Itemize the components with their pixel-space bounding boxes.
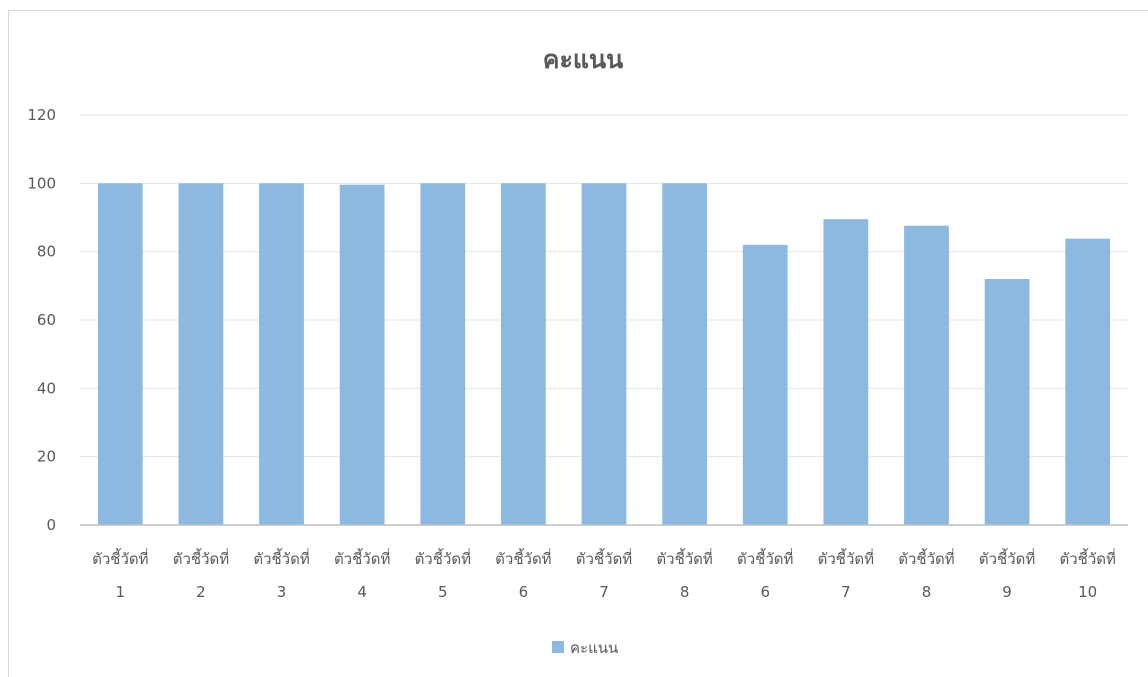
x-tick-label: ตัวชี้วัดที่ [1059, 548, 1115, 568]
y-axis-ticks: 0 20 40 60 80 100 120 [27, 106, 56, 534]
x-tick-label-number: 5 [438, 583, 448, 601]
x-axis-categories: ตัวชี้วัดที่ 1 ตัวชี้วัดที่ 2 ตัวชี้วัดที่ 3 ต… [92, 548, 1116, 601]
bar [97, 183, 143, 526]
x-tick-label-number: 10 [1078, 583, 1097, 601]
x-tick-label-number: 4 [357, 583, 367, 601]
x-tick-label: ตัวชี้วัดที่ [92, 548, 148, 568]
x-tick-label-number: 7 [599, 583, 609, 601]
x-tick-label: ตัวชี้วัดที่ [576, 548, 632, 568]
x-tick-label: ตัวชี้วัดที่ [656, 548, 712, 568]
y-tick-label: 60 [37, 311, 56, 329]
bar [1065, 238, 1111, 525]
x-tick-label-number: 1 [116, 583, 126, 601]
x-tick-label-number: 9 [1002, 583, 1012, 601]
bar [742, 244, 788, 526]
x-tick-label: ตัวชี้วัดที่ [415, 548, 471, 568]
bar [984, 279, 1030, 525]
y-tick-label: 20 [37, 448, 56, 466]
x-tick-label: ตัวชี้วัดที่ [818, 548, 874, 568]
y-tick-label: 120 [27, 106, 56, 124]
x-tick-label: ตัวชี้วัดที่ [253, 548, 309, 568]
x-tick-label-number: 3 [277, 583, 287, 601]
y-tick-label: 100 [27, 174, 56, 192]
x-tick-label: ตัวชี้วัดที่ [173, 548, 229, 568]
x-tick-label-number: 8 [680, 583, 690, 601]
y-tick-label: 40 [37, 379, 56, 397]
chart-title: คะแนน [543, 45, 623, 74]
bar [662, 183, 707, 526]
legend: คะแนน [552, 639, 618, 657]
bar [904, 225, 949, 525]
x-tick-label-number: 8 [922, 583, 932, 601]
bar [178, 183, 224, 526]
x-tick-label: ตัวชี้วัดที่ [495, 548, 551, 568]
bar [581, 183, 627, 526]
x-tick-label: ตัวชี้วัดที่ [334, 548, 390, 568]
bar [823, 219, 869, 526]
bar [501, 183, 546, 526]
y-tick-label: 80 [37, 243, 56, 261]
x-tick-label: ตัวชี้วัดที่ [898, 548, 954, 568]
legend-label: คะแนน [570, 639, 618, 657]
bar [259, 183, 304, 526]
x-tick-label-number: 7 [841, 583, 851, 601]
legend-swatch [552, 641, 564, 653]
bar [339, 184, 385, 525]
bar [420, 183, 466, 526]
x-tick-label-number: 6 [519, 583, 529, 601]
x-tick-label: ตัวชี้วัดที่ [979, 548, 1035, 568]
x-tick-label-number: 2 [196, 583, 206, 601]
x-tick-label-number: 6 [760, 583, 770, 601]
y-tick-label: 0 [46, 516, 56, 534]
bars [97, 183, 1111, 526]
x-tick-label: ตัวชี้วัดที่ [737, 548, 793, 568]
